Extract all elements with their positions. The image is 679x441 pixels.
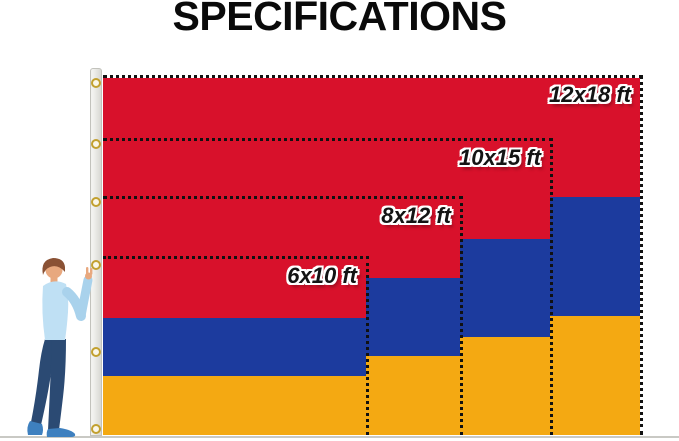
grommet-icon bbox=[91, 260, 101, 270]
grommet-icon bbox=[91, 197, 101, 207]
stripe-blue bbox=[103, 317, 366, 377]
person-hair bbox=[42, 258, 65, 275]
flag-size-label: 12x18 ft bbox=[549, 82, 631, 107]
page-title: SPECIFICATIONS bbox=[172, 0, 507, 39]
ground-line bbox=[0, 436, 679, 438]
person-finger bbox=[86, 267, 89, 275]
person-near-shoe bbox=[46, 428, 76, 437]
person-illustration bbox=[27, 258, 93, 437]
person-far-shoe bbox=[27, 421, 43, 435]
grommet-icon bbox=[91, 424, 101, 434]
person-torso bbox=[42, 281, 69, 340]
flag-size-label: 8x12 ft bbox=[381, 203, 451, 228]
person-forearm bbox=[76, 275, 93, 321]
grommet-icon bbox=[91, 78, 101, 88]
flag-size-6x10: 6x10 ft bbox=[103, 256, 369, 436]
stripe-orange bbox=[103, 376, 366, 436]
person-finger bbox=[90, 268, 93, 275]
person-far-leg bbox=[31, 339, 55, 425]
grommet-icon bbox=[91, 347, 101, 357]
flag-pole bbox=[90, 68, 102, 436]
flag-size-label: 6x10 ft bbox=[287, 263, 357, 288]
stripe-red bbox=[103, 259, 366, 318]
flag-size-label: 10x15 ft bbox=[459, 145, 541, 170]
person-near-leg bbox=[48, 339, 66, 430]
grommet-icon bbox=[91, 139, 101, 149]
